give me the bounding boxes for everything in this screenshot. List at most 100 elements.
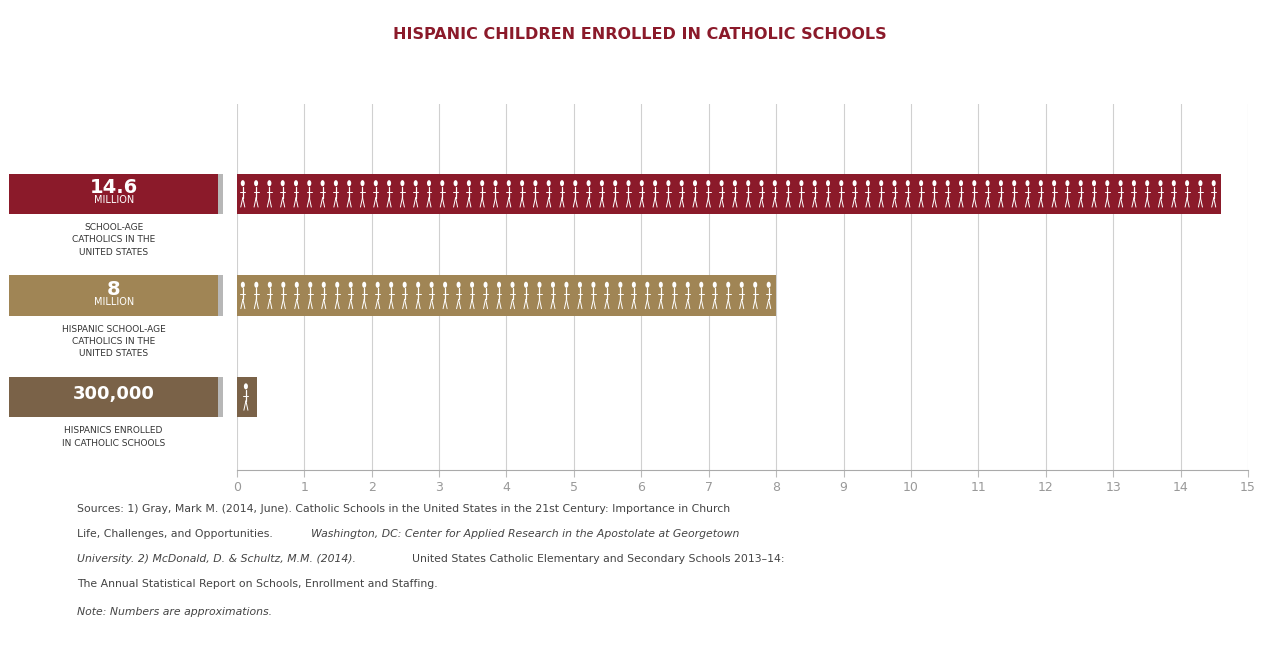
Circle shape — [244, 383, 248, 389]
Circle shape — [826, 180, 829, 186]
Circle shape — [645, 281, 649, 288]
Circle shape — [726, 281, 731, 288]
Circle shape — [255, 281, 259, 288]
Circle shape — [707, 180, 710, 186]
Circle shape — [361, 180, 365, 186]
Circle shape — [241, 180, 244, 186]
Circle shape — [605, 281, 609, 288]
Circle shape — [280, 180, 284, 186]
Circle shape — [692, 180, 698, 186]
Text: 8: 8 — [106, 280, 120, 299]
Circle shape — [387, 180, 392, 186]
Circle shape — [1065, 180, 1069, 186]
Circle shape — [334, 180, 338, 186]
Circle shape — [413, 180, 417, 186]
Circle shape — [852, 180, 856, 186]
Text: SCHOOL-AGE
CATHOLICS IN THE
UNITED STATES: SCHOOL-AGE CATHOLICS IN THE UNITED STATE… — [72, 223, 155, 257]
Circle shape — [520, 180, 524, 186]
Circle shape — [538, 281, 541, 288]
Circle shape — [959, 180, 963, 186]
Circle shape — [680, 180, 684, 186]
Circle shape — [403, 281, 407, 288]
Circle shape — [375, 281, 380, 288]
Circle shape — [653, 180, 657, 186]
Circle shape — [484, 281, 488, 288]
Circle shape — [268, 180, 271, 186]
Circle shape — [268, 281, 271, 288]
Circle shape — [401, 180, 404, 186]
Circle shape — [773, 180, 777, 186]
Circle shape — [320, 180, 325, 186]
Circle shape — [282, 281, 285, 288]
Text: The Annual Statistical Report on Schools, Enrollment and Staffing.: The Annual Statistical Report on Schools… — [77, 579, 438, 588]
Circle shape — [713, 281, 717, 288]
Circle shape — [813, 180, 817, 186]
Circle shape — [577, 281, 582, 288]
Text: Washington, DC: Center for Applied Research in the Apostolate at Georgetown: Washington, DC: Center for Applied Resea… — [311, 529, 740, 539]
Circle shape — [321, 281, 326, 288]
Circle shape — [973, 180, 977, 186]
Circle shape — [800, 180, 804, 186]
Circle shape — [497, 281, 500, 288]
Bar — [237, 275, 776, 316]
Circle shape — [667, 180, 671, 186]
FancyBboxPatch shape — [9, 174, 218, 214]
FancyBboxPatch shape — [209, 377, 223, 417]
Text: 300,000: 300,000 — [73, 385, 155, 404]
Circle shape — [1171, 180, 1176, 186]
Circle shape — [786, 180, 790, 186]
Circle shape — [348, 281, 353, 288]
Circle shape — [1185, 180, 1189, 186]
Circle shape — [740, 281, 744, 288]
Circle shape — [626, 180, 631, 186]
Circle shape — [753, 281, 758, 288]
Text: University. 2) McDonald, D. & Schultz, M.M. (2014).: University. 2) McDonald, D. & Schultz, M… — [77, 554, 360, 564]
Circle shape — [550, 281, 556, 288]
Circle shape — [253, 180, 259, 186]
Circle shape — [1158, 180, 1162, 186]
Circle shape — [559, 180, 564, 186]
Circle shape — [307, 180, 311, 186]
Circle shape — [1146, 180, 1149, 186]
Circle shape — [767, 281, 771, 288]
Text: Note: Numbers are approximations.: Note: Numbers are approximations. — [77, 607, 271, 617]
Circle shape — [946, 180, 950, 186]
Circle shape — [1106, 180, 1110, 186]
Circle shape — [430, 281, 434, 288]
Bar — [237, 377, 257, 417]
Circle shape — [613, 180, 617, 186]
FancyBboxPatch shape — [209, 275, 223, 316]
Text: MILLION: MILLION — [93, 195, 134, 206]
Circle shape — [699, 281, 703, 288]
Circle shape — [998, 180, 1004, 186]
Circle shape — [591, 281, 595, 288]
Circle shape — [1052, 180, 1056, 186]
Circle shape — [879, 180, 883, 186]
Circle shape — [986, 180, 989, 186]
Circle shape — [1132, 180, 1135, 186]
Circle shape — [586, 180, 590, 186]
Circle shape — [453, 180, 458, 186]
Circle shape — [564, 281, 568, 288]
Circle shape — [428, 180, 431, 186]
Circle shape — [308, 281, 312, 288]
Circle shape — [480, 180, 484, 186]
Circle shape — [1012, 180, 1016, 186]
Circle shape — [534, 180, 538, 186]
Circle shape — [746, 180, 750, 186]
Circle shape — [865, 180, 870, 186]
Circle shape — [719, 180, 723, 186]
Circle shape — [374, 180, 378, 186]
Circle shape — [443, 281, 447, 288]
Circle shape — [632, 281, 636, 288]
Circle shape — [494, 180, 498, 186]
Circle shape — [919, 180, 923, 186]
Circle shape — [1212, 180, 1216, 186]
Circle shape — [241, 281, 244, 288]
Circle shape — [1039, 180, 1043, 186]
Circle shape — [932, 180, 937, 186]
Circle shape — [618, 281, 622, 288]
FancyBboxPatch shape — [9, 377, 218, 417]
Circle shape — [511, 281, 515, 288]
Circle shape — [416, 281, 420, 288]
